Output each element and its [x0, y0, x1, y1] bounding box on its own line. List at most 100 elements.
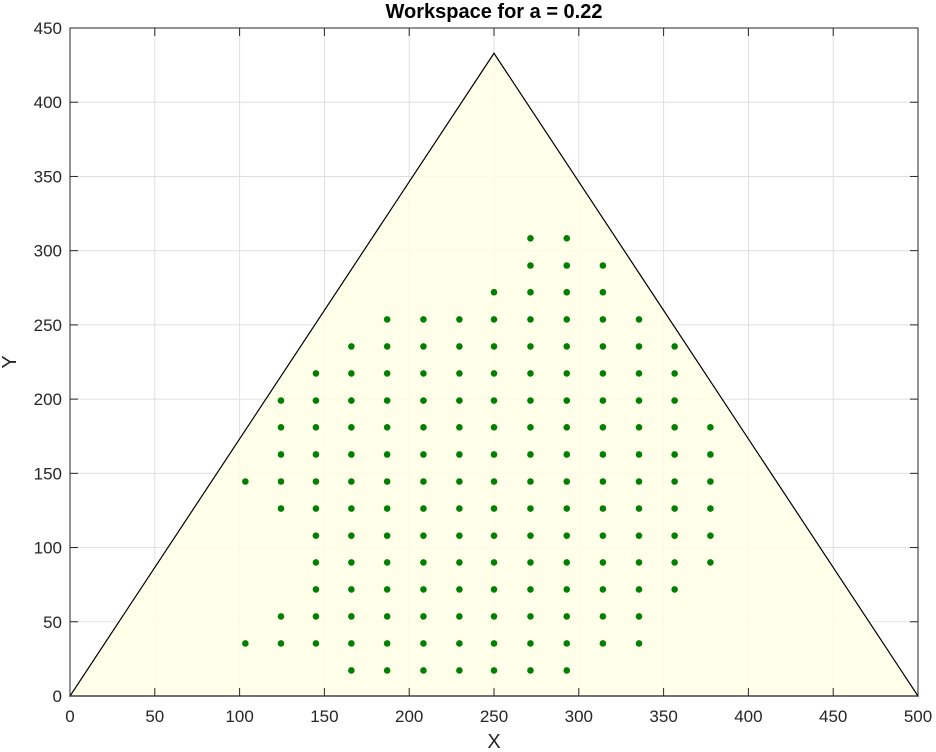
data-point-90	[277, 505, 285, 512]
y-axis-label: Y	[0, 355, 21, 368]
data-point-88	[671, 478, 678, 485]
data-point-144	[490, 613, 498, 620]
x-tick-label-1: 50	[145, 707, 164, 726]
data-point-136	[635, 586, 643, 593]
data-point-154	[420, 640, 427, 647]
data-point-14	[563, 316, 571, 323]
data-point-110	[563, 532, 571, 539]
data-point-153	[383, 640, 391, 647]
data-point-51	[312, 424, 320, 431]
data-point-5	[490, 288, 498, 296]
data-point-139	[312, 613, 320, 620]
data-point-76	[242, 478, 249, 485]
data-point-131	[456, 586, 463, 593]
data-point-149	[242, 640, 249, 647]
data-point-112	[635, 532, 643, 539]
data-point-129	[383, 586, 391, 593]
data-point-78	[312, 478, 320, 485]
data-point-66	[383, 451, 391, 458]
y-tick-label-7: 350	[34, 167, 62, 186]
data-point-64	[312, 451, 320, 458]
x-axis-label: X	[487, 731, 500, 752]
data-point-122	[563, 559, 571, 566]
data-point-159	[599, 640, 607, 647]
data-point-9	[383, 316, 391, 323]
data-point-80	[383, 478, 391, 485]
x-tick-label-6: 300	[565, 707, 593, 726]
data-point-113	[671, 532, 678, 539]
data-point-10	[420, 316, 427, 323]
data-point-102	[707, 505, 714, 512]
data-point-38	[277, 397, 285, 404]
data-point-69	[490, 451, 498, 458]
data-point-27	[312, 370, 320, 377]
x-tick-label-3: 150	[310, 707, 338, 726]
data-point-62	[707, 424, 714, 431]
data-point-167	[563, 667, 571, 674]
x-tick-label-5: 250	[480, 707, 508, 726]
data-point-79	[348, 478, 355, 485]
data-point-157	[527, 640, 534, 647]
data-point-133	[527, 586, 534, 593]
data-point-15	[599, 316, 607, 323]
data-point-35	[599, 370, 607, 377]
data-point-68	[456, 451, 463, 458]
data-point-115	[312, 559, 320, 566]
data-point-71	[563, 451, 571, 458]
data-point-96	[490, 505, 498, 512]
data-point-140	[348, 613, 355, 620]
data-point-101	[671, 505, 678, 512]
data-point-47	[599, 397, 607, 404]
data-point-6	[527, 288, 534, 296]
chart-title: Workspace for a = 0.22	[386, 1, 603, 23]
data-point-70	[527, 451, 534, 458]
data-point-121	[527, 559, 534, 566]
data-point-156	[490, 640, 498, 647]
data-point-25	[635, 343, 643, 350]
data-point-31	[456, 370, 463, 377]
data-point-3	[563, 262, 571, 269]
data-point-24	[599, 343, 607, 350]
y-tick-label-0: 0	[53, 687, 62, 706]
y-tick-label-8: 400	[34, 93, 62, 112]
data-point-111	[599, 532, 607, 539]
y-tick-label-1: 50	[43, 613, 62, 632]
data-point-150	[277, 640, 285, 647]
data-point-77	[277, 478, 285, 485]
x-tick-label-8: 400	[734, 707, 762, 726]
y-tick-labels: 0 50 100 150 200 250 300 350 400 450	[34, 19, 62, 706]
data-point-158	[563, 640, 571, 647]
data-point-138	[277, 613, 285, 620]
data-point-30	[420, 370, 427, 377]
data-point-18	[383, 343, 391, 350]
data-point-57	[527, 424, 534, 431]
data-point-2	[527, 262, 534, 269]
data-point-119	[456, 559, 463, 566]
data-point-124	[635, 559, 643, 566]
data-point-109	[527, 532, 534, 539]
data-point-55	[456, 424, 463, 431]
data-point-126	[707, 559, 714, 566]
data-point-134	[563, 586, 571, 593]
data-point-16	[635, 316, 643, 323]
data-point-58	[563, 424, 571, 431]
data-point-43	[456, 397, 463, 404]
x-tick-label-0: 0	[65, 707, 74, 726]
data-point-94	[420, 505, 427, 512]
data-point-142	[420, 613, 427, 620]
data-point-81	[420, 478, 427, 485]
data-point-146	[563, 613, 571, 620]
data-point-137	[671, 586, 678, 593]
data-point-23	[563, 343, 571, 350]
x-tick-label-7: 350	[649, 707, 677, 726]
data-point-123	[599, 559, 607, 566]
data-point-160	[635, 640, 643, 647]
data-point-132	[490, 586, 498, 593]
data-point-28	[348, 370, 355, 377]
data-point-11	[456, 316, 463, 323]
data-point-116	[348, 559, 355, 566]
data-point-0	[527, 235, 534, 242]
y-tick-label-9: 450	[34, 19, 62, 38]
axis-ticks	[69, 27, 919, 697]
data-point-97	[527, 505, 534, 512]
